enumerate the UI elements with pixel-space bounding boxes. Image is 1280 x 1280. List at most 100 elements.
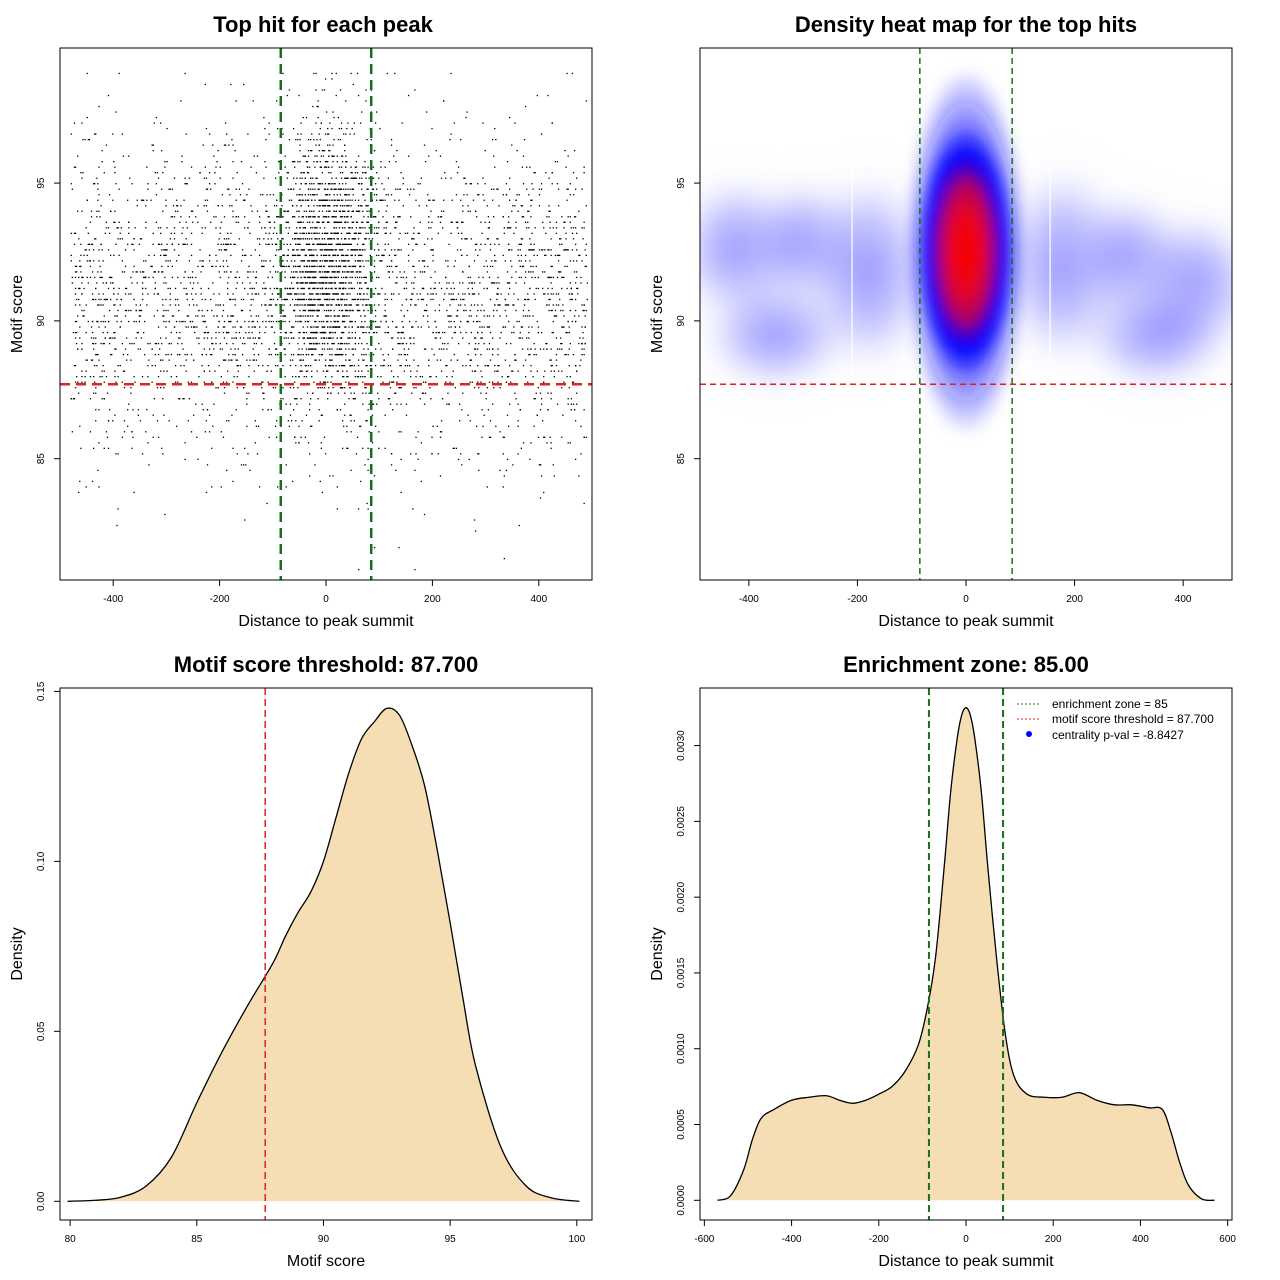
scatter-point (488, 436, 491, 438)
scatter-point (465, 309, 467, 312)
scatter-point (182, 227, 184, 229)
scatter-point (321, 414, 324, 416)
scatter-point (207, 331, 210, 334)
scatter-point (311, 326, 313, 328)
scatter-point (438, 282, 441, 284)
scatter-point (333, 138, 335, 141)
scatter-point (215, 304, 217, 306)
scatter-point (163, 254, 165, 257)
scatter-point (315, 337, 317, 339)
scatter-point (351, 287, 353, 290)
scatter-point (313, 326, 315, 328)
scatter-point (275, 232, 278, 234)
scatter-point (331, 276, 333, 279)
scatter-point (548, 205, 550, 207)
scatter-point (574, 243, 577, 246)
scatter-point (444, 172, 446, 174)
scatter-point (115, 381, 117, 383)
scatter-point (336, 155, 338, 157)
scatter-point (153, 293, 155, 295)
scatter-point (162, 298, 164, 301)
scatter-point (160, 227, 162, 229)
scatter-point (530, 199, 532, 201)
scatter-point (572, 172, 575, 174)
scatter-point (564, 249, 566, 251)
scatter-point (387, 326, 390, 328)
scatter-point (234, 298, 236, 301)
scatter-point (450, 232, 452, 234)
scatter-point (402, 177, 404, 179)
scatter-point (516, 194, 518, 196)
scatter-point (162, 271, 164, 273)
scatter-point (344, 364, 346, 367)
scatter-point (453, 287, 455, 290)
scatter-point (541, 249, 544, 251)
scatter-point (574, 188, 577, 190)
scatter-point (346, 425, 348, 427)
scatter-point (175, 376, 178, 378)
scatter-point (132, 409, 134, 411)
scatter-point (256, 210, 259, 212)
scatter-point (114, 166, 116, 168)
scatter-point (252, 100, 254, 102)
scatter-point (496, 298, 498, 301)
scatter-point (332, 293, 334, 295)
scatter-point (298, 254, 300, 257)
scatter-point (555, 364, 558, 367)
scatter-point (213, 403, 215, 405)
scatter-point (346, 243, 348, 246)
scatter-point (391, 337, 394, 339)
scatter-point (526, 337, 528, 339)
scatter-point (307, 249, 310, 251)
scatter-point (248, 326, 250, 328)
scatter-point (241, 282, 244, 284)
scatter-point (336, 232, 338, 234)
scatter-point (345, 199, 347, 201)
scatter-point (234, 304, 236, 306)
scatter-point (241, 183, 244, 185)
scatter-point (548, 309, 550, 312)
scatter-point (82, 172, 84, 174)
scatter-point (485, 392, 487, 394)
scatter-point (236, 282, 238, 284)
scatter-point (310, 249, 312, 251)
scatter-point (363, 359, 365, 361)
scatter-point (339, 205, 342, 207)
scatter-point (507, 216, 510, 218)
scatter-point (580, 282, 582, 284)
scatter-point (315, 72, 317, 75)
scatter-point (344, 387, 346, 389)
scatter-point (510, 260, 512, 262)
scatter-point (340, 298, 343, 301)
scatter-point (331, 183, 333, 185)
scatter-point (424, 392, 427, 394)
scatter-point (313, 287, 315, 290)
scatter-point (343, 320, 345, 323)
scatter-point (440, 210, 443, 212)
scatter-point (128, 232, 130, 234)
scatter-point (331, 243, 333, 246)
scatter-point (310, 149, 312, 152)
scatter-point (98, 486, 100, 488)
scatter-point (353, 177, 355, 179)
scatter-point (350, 420, 352, 422)
scatter-point (269, 287, 271, 290)
scatter-point (362, 249, 364, 251)
scatter-point (357, 370, 360, 372)
scatter-point (339, 188, 342, 190)
scatter-point (443, 199, 445, 201)
scatter-point (544, 271, 546, 273)
scatter-point (160, 337, 162, 339)
scatter-point (360, 425, 362, 427)
scatter-point (97, 188, 99, 190)
scatter-point (98, 194, 100, 196)
scatter-point (297, 138, 299, 141)
scatter-point (301, 177, 303, 179)
scatter-point (585, 243, 587, 246)
scatter-point (133, 320, 135, 323)
scatter-point (324, 276, 327, 279)
scatter-point (507, 282, 510, 284)
scatter-point (369, 271, 371, 273)
scatter-point (321, 232, 324, 234)
scatter-point (280, 425, 282, 427)
